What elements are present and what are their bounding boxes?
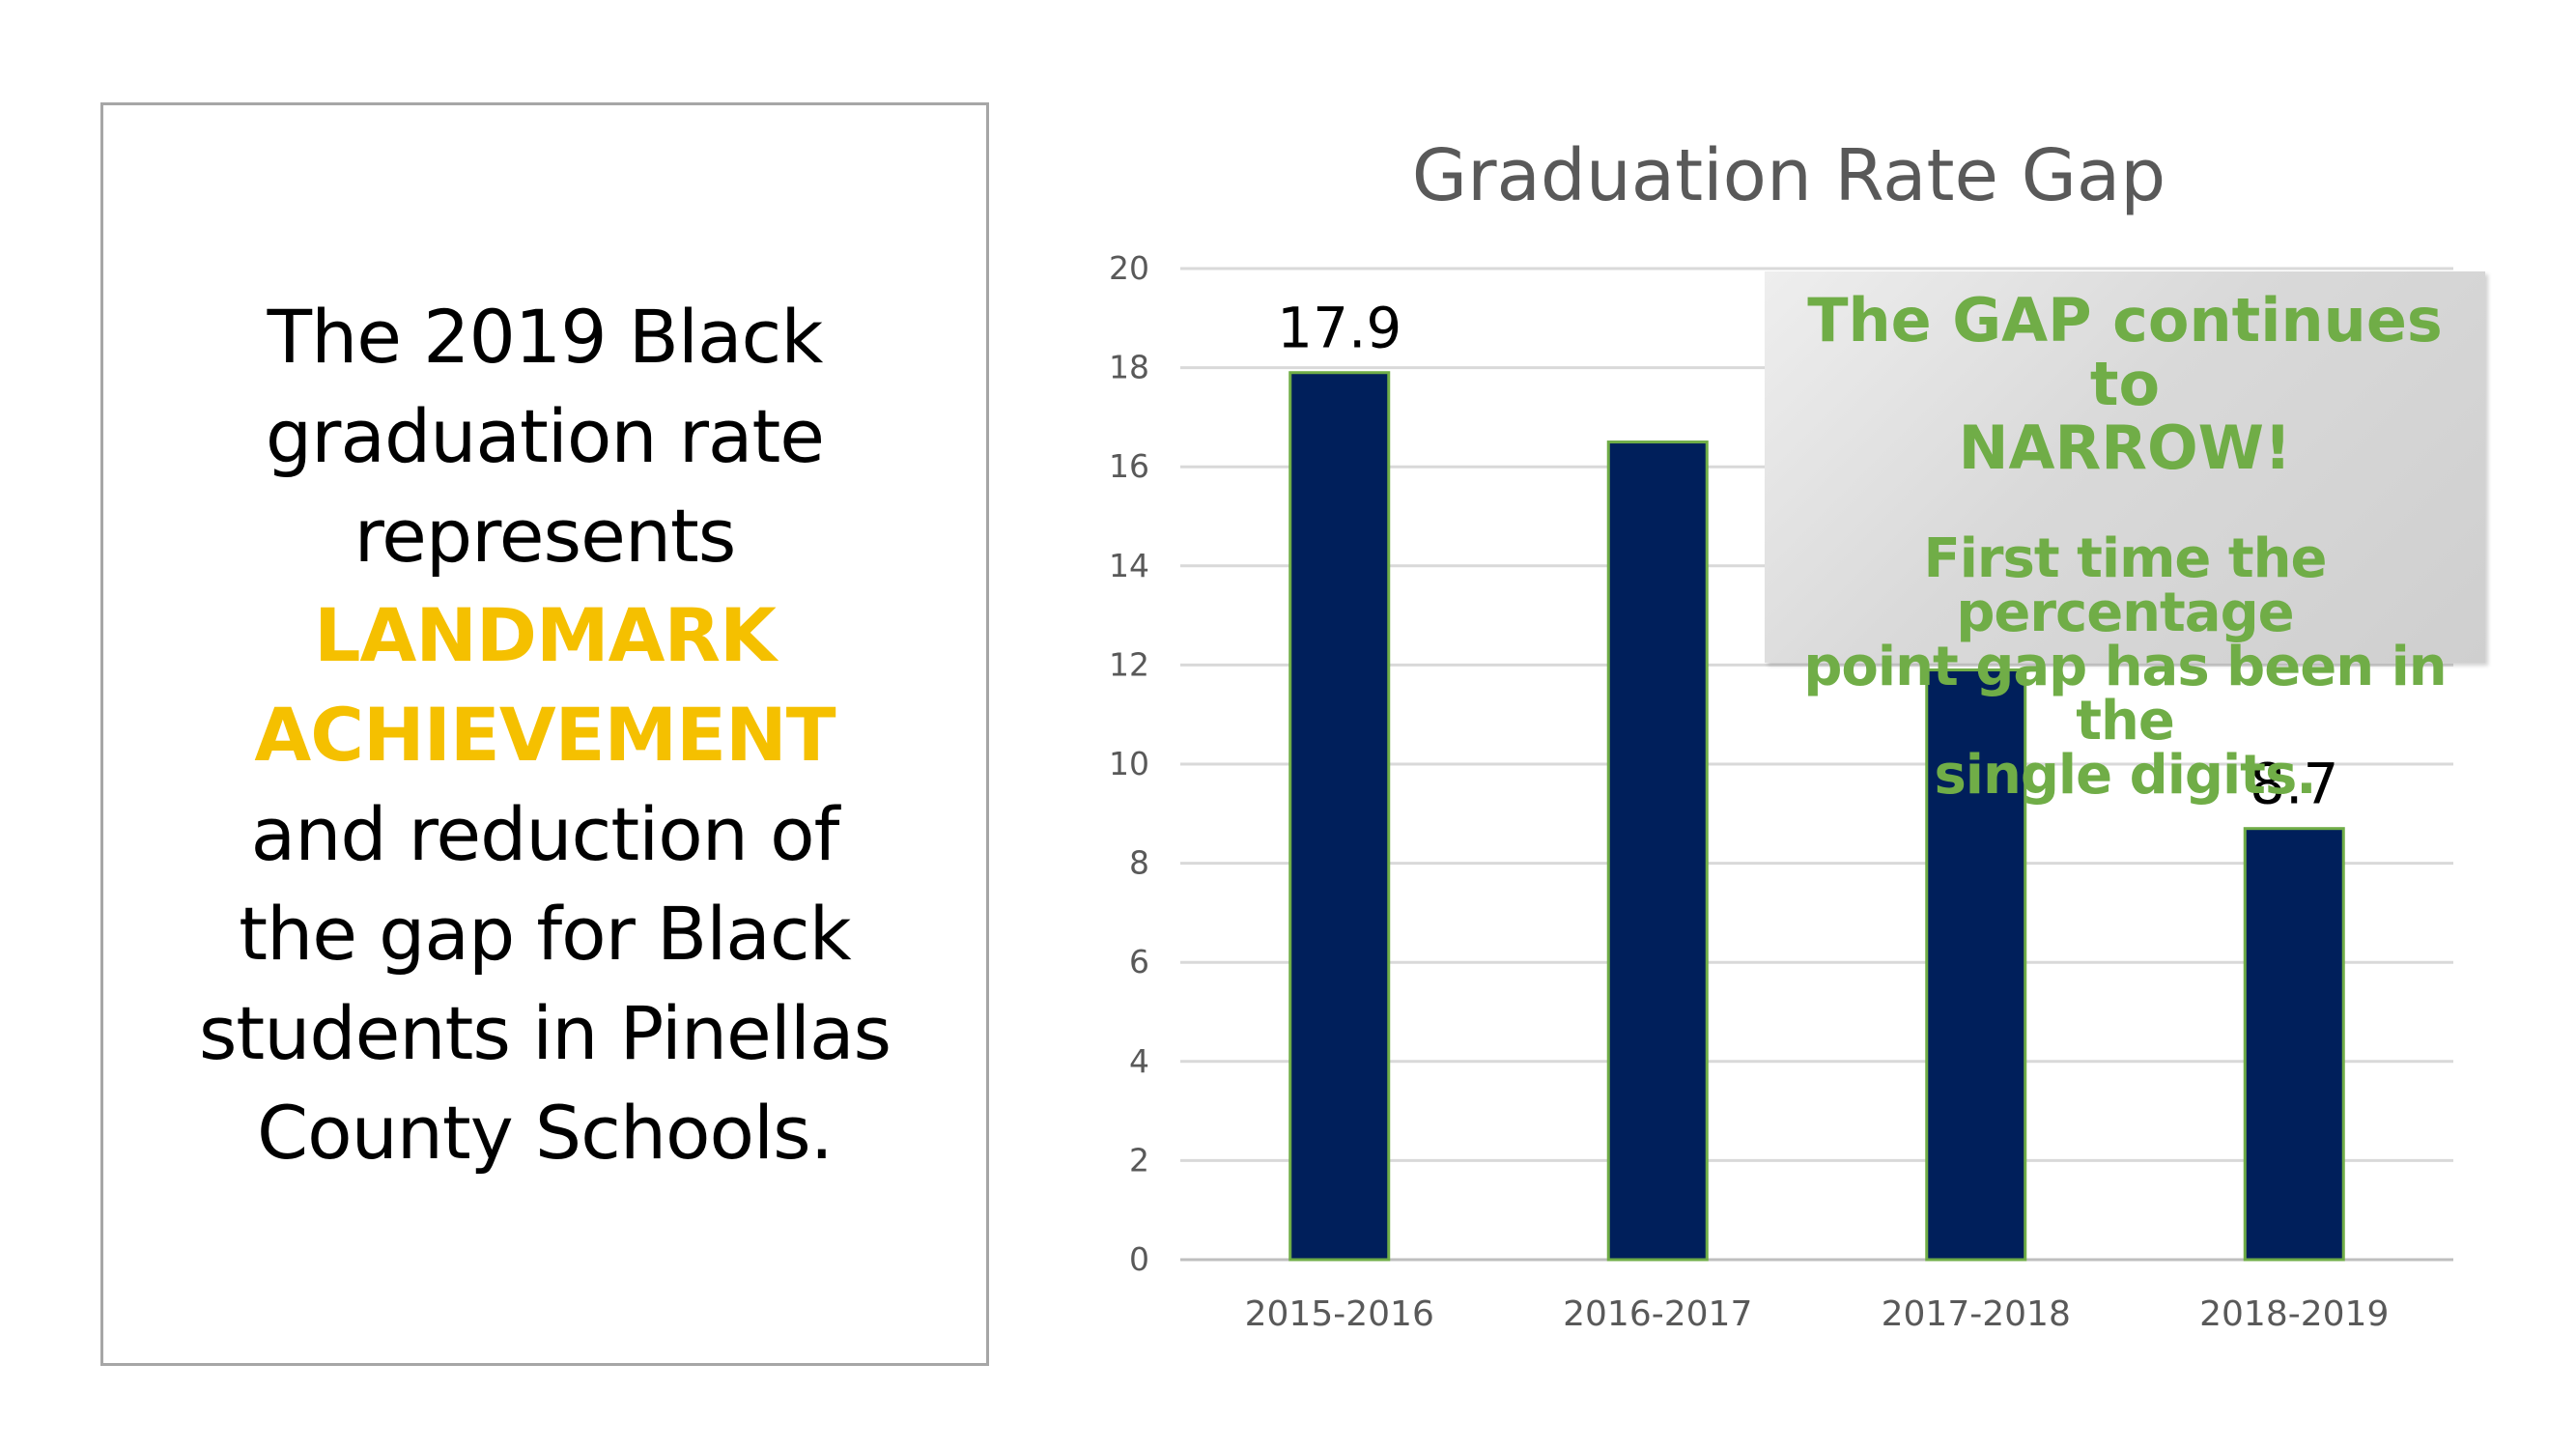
y-tick-label: 14 [1109, 547, 1149, 584]
callout-body: First time the percentage point gap has … [1765, 532, 2485, 803]
message-text: The 2019 Black graduation rate represent… [198, 287, 892, 1182]
y-tick-label: 0 [1129, 1240, 1149, 1278]
message-line: students in Pinellas [198, 989, 892, 1076]
y-tick-label: 4 [1129, 1042, 1149, 1080]
x-tick-label: 2017-2018 [1882, 1294, 2071, 1334]
y-tick-label: 20 [1109, 249, 1149, 287]
chart-title: Graduation Rate Gap [1412, 134, 2166, 217]
data-label: 17.9 [1277, 296, 1401, 361]
bar [1606, 440, 1709, 1262]
callout-body-line: point gap has been in the [1803, 636, 2447, 753]
message-line: the gap for Black [239, 890, 851, 977]
y-tick-label: 12 [1109, 645, 1149, 683]
bar [1288, 371, 1391, 1262]
y-tick-label: 16 [1109, 447, 1149, 485]
message-box: The 2019 Black graduation rate represent… [100, 102, 989, 1366]
data-labels: 17.9 8.7 [1277, 296, 2338, 817]
y-tick-label: 18 [1109, 349, 1149, 386]
callout-heading-line: NARROW! [1958, 412, 2292, 483]
data-label: 8.7 [2250, 752, 2338, 817]
y-tick-label: 6 [1129, 943, 1149, 980]
x-tick-label: 2018-2019 [2199, 1294, 2389, 1334]
x-tick-label: 2015-2016 [1245, 1294, 1434, 1334]
callout-body-line: First time the percentage [1923, 527, 2327, 644]
y-tick-label: 8 [1129, 844, 1149, 882]
message-highlight: ACHIEVEMENT [254, 691, 835, 778]
message-highlight: LANDMARK [314, 591, 777, 678]
callout-heading-line: The GAP continues to [1807, 285, 2443, 419]
x-axis: 2015-2016 2016-2017 2017-2018 2018-2019 [1245, 1294, 2390, 1334]
message-line: County Schools. [257, 1089, 834, 1176]
callout-body-line: single digits. [1934, 744, 2316, 807]
gap-callout: The GAP continues to NARROW! First time … [1765, 271, 2485, 803]
message-line: The 2019 Black [267, 293, 824, 380]
y-axis: 0 2 4 6 8 10 12 14 16 18 20 [1109, 249, 1149, 1278]
bar [1925, 668, 2027, 1262]
callout-heading: The GAP continues to NARROW! [1765, 289, 2485, 480]
message-line: represents [354, 492, 737, 579]
bar [2243, 827, 2345, 1262]
y-tick-label: 10 [1109, 745, 1149, 782]
message-line: graduation rate [265, 392, 825, 479]
x-tick-label: 2016-2017 [1563, 1294, 1752, 1334]
bars [1288, 371, 2345, 1262]
message-line: and reduction of [250, 790, 840, 877]
y-tick-label: 2 [1129, 1141, 1149, 1179]
